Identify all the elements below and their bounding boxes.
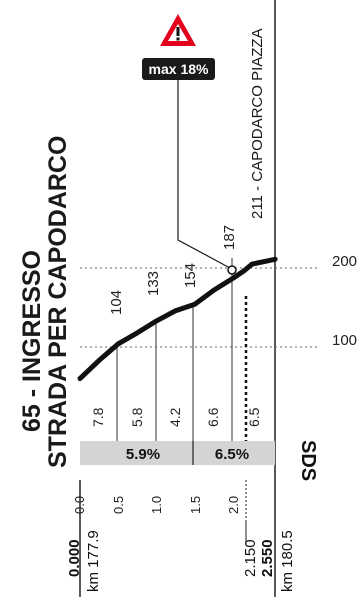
km-mark-2550: 2.550 (259, 539, 276, 577)
warning-triangle-icon (160, 14, 196, 46)
segment-gradient-3: 4.2 (167, 407, 183, 427)
end-km: km 180.5 (279, 530, 296, 592)
climb-title-number: 65 - INGRESSO (18, 250, 46, 432)
altitude-label-200: 200 (332, 253, 357, 270)
segment-gradient-4: 6.6 (205, 407, 221, 427)
distance-ticks: 0.0 0.5 1.0 1.5 2.0 (72, 496, 241, 514)
altitude-label-100: 100 (332, 332, 357, 349)
start-km: km 177.9 (85, 530, 102, 592)
sds-logo: SDS (297, 440, 319, 481)
point-altitude-133: 133 (145, 271, 162, 296)
max-gradient-text: max 18% (149, 61, 209, 77)
start-offset: 0.000 (66, 539, 83, 577)
section-average-1: 5.9% (126, 446, 160, 463)
segment-gradient-2: 5.8 (129, 407, 145, 427)
section-average-2: 6.5% (215, 446, 249, 463)
section-average-band (80, 441, 275, 465)
altitude-profile-line (77, 256, 278, 382)
climb-title: STRADA PER CAPODARCO (44, 136, 72, 468)
distance-tick-3: 1.5 (188, 496, 203, 514)
distance-tick-4: 2.0 (226, 496, 241, 514)
segment-gradient-5: 6.5 (246, 407, 262, 427)
summit-label: 211 - CAPODARCO PIAZZA (249, 28, 266, 219)
max-gradient-badge: max 18% (142, 14, 231, 269)
distance-tick-2: 1.0 (149, 496, 164, 514)
km-mark-2150: 2.150 (242, 539, 259, 577)
distance-tick-1: 0.5 (111, 496, 126, 514)
badge-bg (142, 58, 215, 80)
point-altitude-104: 104 (108, 290, 125, 315)
point-altitude-154: 154 (182, 263, 199, 288)
distance-tick-0: 0.0 (72, 496, 87, 514)
max-gradient-marker (227, 265, 237, 275)
segment-gradient-1: 7.8 (90, 407, 106, 427)
point-altitude-187: 187 (221, 225, 238, 250)
